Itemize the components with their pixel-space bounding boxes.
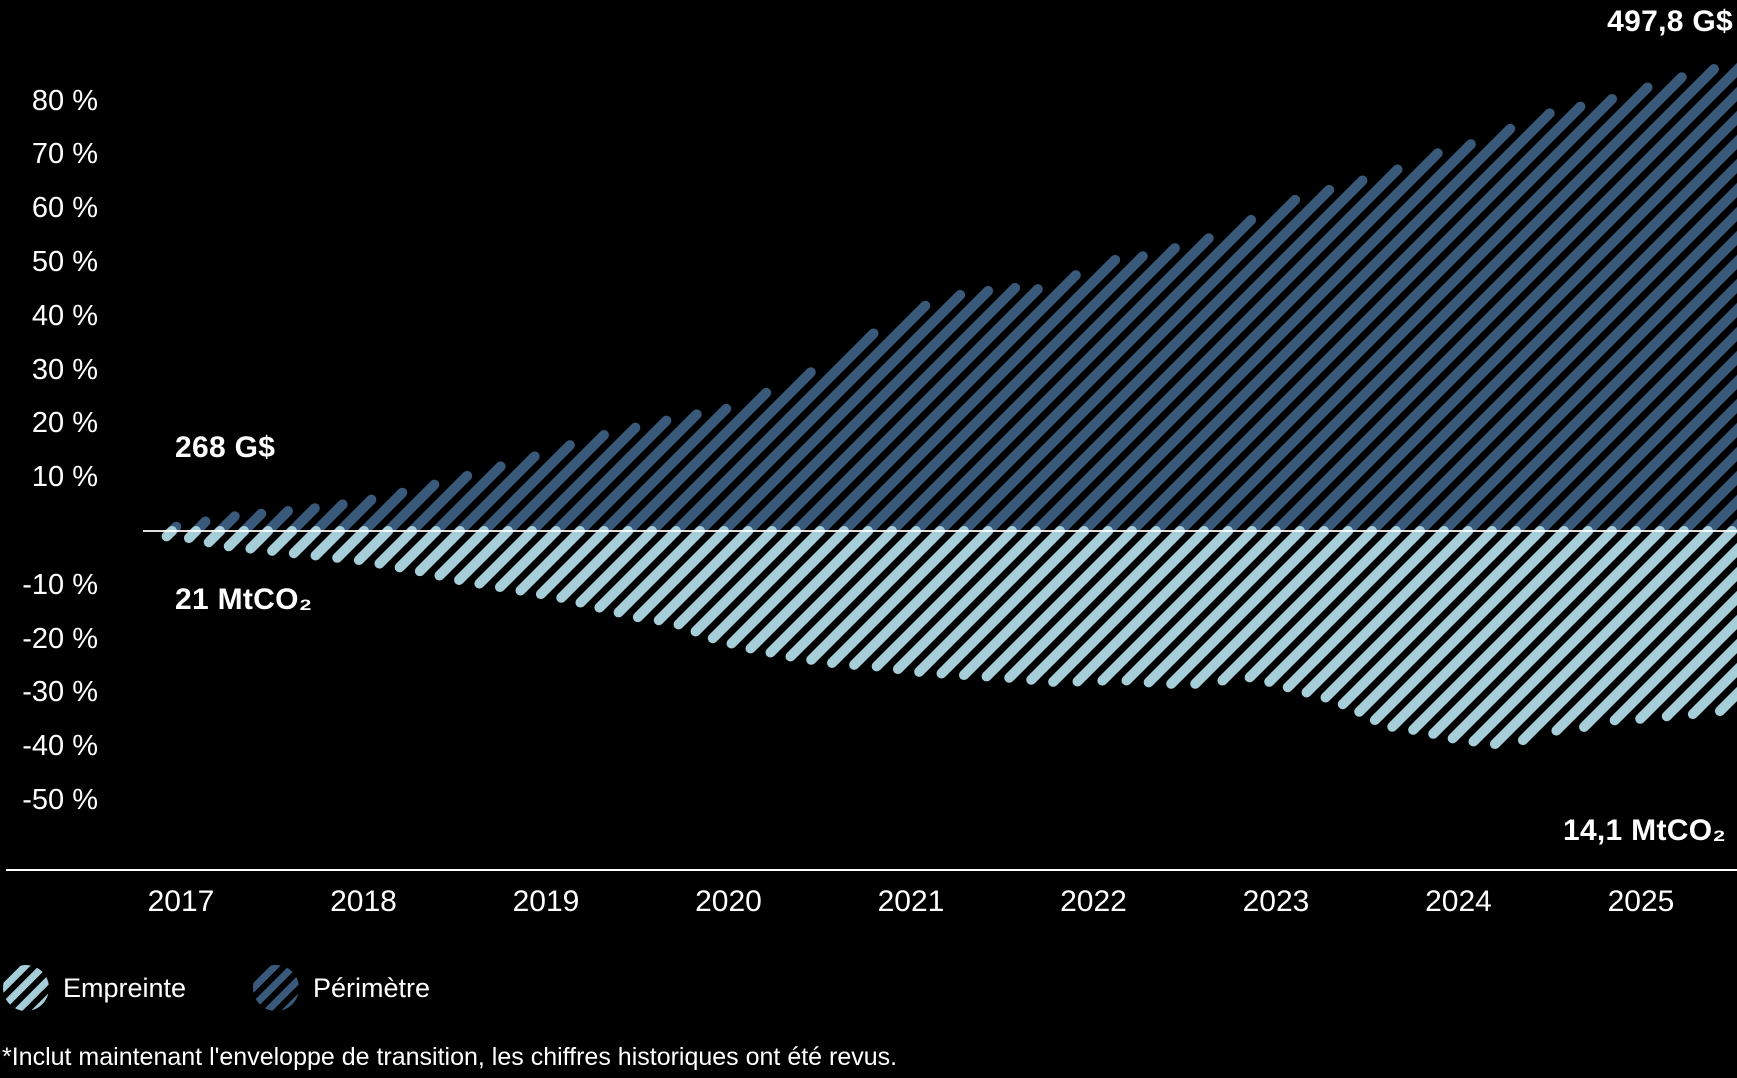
- perimetre-series: [167, 62, 1737, 536]
- footnote: *Inclut maintenant l'enveloppe de transi…: [2, 1043, 898, 1071]
- annotation-assets-end: 497,8 G$: [1607, 5, 1733, 38]
- perimetre-swatch-icon: [253, 965, 299, 1011]
- y-tick-label: 70 %: [31, 138, 98, 171]
- x-tick-label: 2021: [877, 885, 945, 918]
- legend: Empreinte Périmètre: [3, 965, 603, 1011]
- annotation-assets-start: 268 G$: [175, 431, 276, 464]
- x-tick-label: 2022: [1060, 885, 1127, 918]
- annotation-emissions-start: 21 MtCO₂: [175, 583, 313, 616]
- y-tick-label: 80 %: [31, 84, 98, 117]
- y-tick-label: 10 %: [31, 461, 98, 494]
- y-tick-label: 20 %: [31, 407, 98, 440]
- empreinte-swatch-icon: [3, 965, 49, 1011]
- y-tick-label: -10 %: [22, 568, 98, 601]
- legend-label-empreinte: Empreinte: [63, 972, 187, 1003]
- y-tick-label: -20 %: [22, 622, 98, 655]
- legend-item-perimetre: Périmètre: [253, 965, 430, 1011]
- x-tick-label: 2020: [695, 885, 762, 918]
- legend-item-empreinte: Empreinte: [3, 965, 186, 1011]
- x-tick-label: 2024: [1425, 885, 1492, 918]
- y-tick-label: -50 %: [22, 784, 98, 816]
- x-tick-label: 2019: [512, 885, 580, 918]
- y-tick-label: -40 %: [22, 730, 98, 763]
- x-tick-label: 2018: [330, 885, 397, 918]
- empreinte-series: [161, 526, 1737, 750]
- x-tick-label: 2023: [1242, 885, 1310, 918]
- y-tick-label: -30 %: [22, 676, 98, 709]
- x-tick-label: 2017: [147, 885, 215, 918]
- y-tick-label: 30 %: [31, 353, 98, 386]
- y-tick-label: 40 %: [31, 299, 98, 332]
- y-tick-label: 60 %: [31, 192, 98, 225]
- annotation-emissions-end: 14,1 MtCO₂: [1562, 814, 1726, 847]
- y-tick-label: 50 %: [31, 246, 98, 278]
- legend-label-perimetre: Périmètre: [313, 972, 431, 1003]
- x-tick-label: 2025: [1607, 885, 1675, 918]
